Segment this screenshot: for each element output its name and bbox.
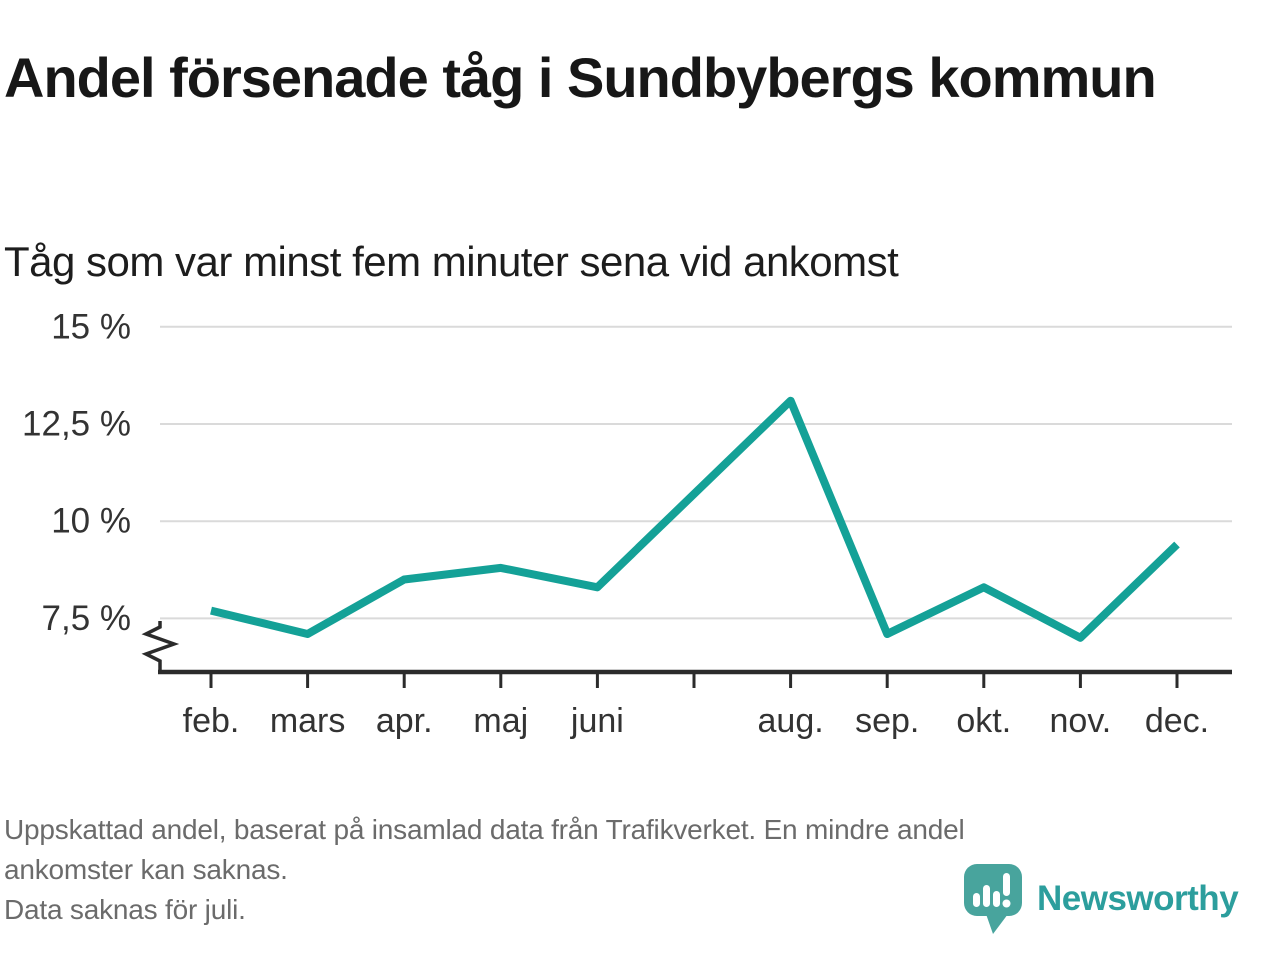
x-axis-label: okt. xyxy=(956,702,1011,740)
y-axis-label: 15 % xyxy=(51,307,131,346)
line-chart: 7,5 % 10 % 12,5 % 15 % feb. mars apr. maj juni au… xyxy=(22,307,1232,740)
y-axis-label: 7,5 % xyxy=(42,599,132,638)
data-line-series xyxy=(210,396,1180,642)
footnote-line: Uppskattad andel, baserat på insamlad da… xyxy=(4,814,965,845)
x-axis-label: feb. xyxy=(183,702,240,740)
footnote-line: ankomster kan saknas. xyxy=(4,854,288,885)
y-axis-label: 12,5 % xyxy=(22,405,131,444)
page-title: Andel försenade tåg i Sundbybergs kommun xyxy=(4,46,1157,109)
x-axis-label: aug. xyxy=(758,702,824,740)
footnote: Uppskattad andel, baserat på insamlad da… xyxy=(4,810,1276,930)
x-axis-label: apr. xyxy=(376,702,433,740)
y-axis-label: 10 % xyxy=(51,502,131,541)
x-axis-label: dec. xyxy=(1145,702,1209,740)
footnote-line: Data saknas för juli. xyxy=(4,894,246,925)
speech-bubble-bar-chart-icon xyxy=(964,864,1022,934)
x-axis-label: mars xyxy=(270,702,346,740)
brand-name: Newsworthy xyxy=(1037,879,1239,918)
x-axis-label: juni xyxy=(570,702,624,740)
newsworthy-logo: Newsworthy xyxy=(962,862,1239,936)
chart-subtitle: Tåg som var minst fem minuter sena vid a… xyxy=(4,238,899,285)
axis-break-icon xyxy=(141,621,180,670)
x-axis-label: nov. xyxy=(1050,702,1112,740)
x-axis-label: maj xyxy=(473,702,528,740)
x-axis-label: sep. xyxy=(855,702,919,740)
